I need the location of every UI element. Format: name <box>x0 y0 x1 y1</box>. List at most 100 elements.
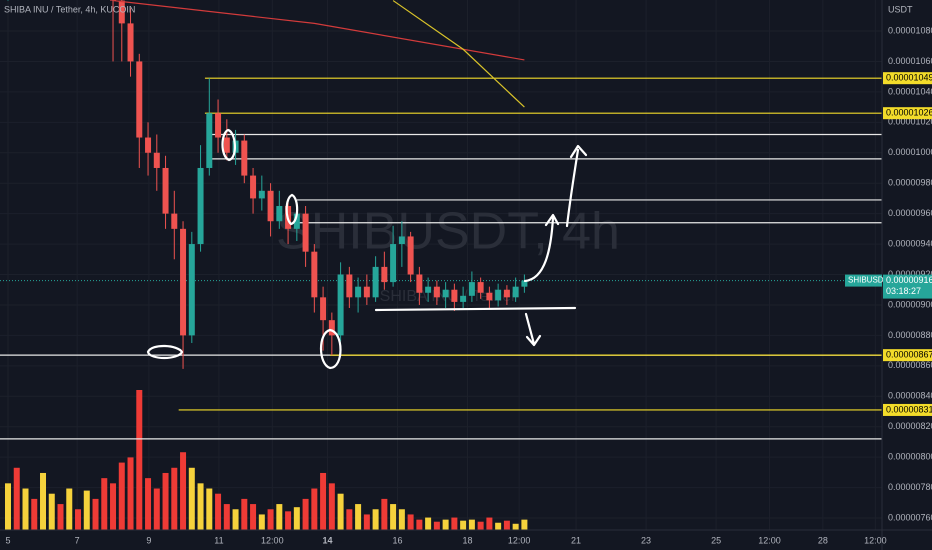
candle-body <box>241 140 248 176</box>
candle-body <box>363 286 370 298</box>
symbol-label: SHIBUSDT <box>848 276 889 285</box>
candle-body <box>346 274 353 298</box>
volume-bar <box>276 504 283 530</box>
volume-bar <box>92 498 99 530</box>
arrow <box>524 312 542 347</box>
support-line <box>374 306 577 312</box>
volume-bar <box>372 509 379 530</box>
volume-bar <box>101 478 108 530</box>
candle-body <box>267 190 274 222</box>
levels <box>0 77 882 440</box>
candle-body <box>495 289 502 301</box>
volume-bar <box>337 493 344 530</box>
x-tick-label: 9 <box>146 535 151 545</box>
candle-body <box>118 0 125 24</box>
moving-average <box>112 0 525 61</box>
candle-body <box>355 286 362 298</box>
candle-body <box>162 167 169 214</box>
circle <box>285 193 299 226</box>
volume-bar <box>13 467 20 530</box>
volume-bar <box>293 507 300 530</box>
candle-body <box>390 244 397 283</box>
volume-bar <box>215 493 222 530</box>
volume-bar <box>48 493 55 530</box>
x-tick-label: 5 <box>5 535 10 545</box>
candle-body <box>442 289 449 298</box>
candle-body <box>197 167 204 245</box>
volume-bar <box>223 504 230 530</box>
volume-bar <box>110 483 117 530</box>
countdown-label: 03:18:27 <box>886 286 921 296</box>
candle-body <box>215 113 222 138</box>
volume-bar <box>425 517 432 530</box>
volume-bar <box>460 520 467 530</box>
volume-bar <box>433 521 440 530</box>
volume-bar <box>206 488 213 530</box>
x-tick-label: 14 <box>322 535 332 545</box>
level-tag <box>883 403 932 416</box>
volume-bar <box>346 509 353 530</box>
x-tick-label: 25 <box>711 535 721 545</box>
y-tick-label: 0.00000980 <box>888 178 932 188</box>
candle-body <box>503 289 510 298</box>
x-tick-label: 23 <box>641 535 651 545</box>
candle-body <box>127 23 134 62</box>
volume-bar <box>390 504 397 530</box>
y-tick-label: 0.00000920 <box>888 269 932 279</box>
volume-bar <box>311 488 318 530</box>
volume-bar <box>477 521 484 530</box>
x-tick-label: 12:00 <box>261 535 284 545</box>
axes: 0.00001080 0.00001060 0.00001040 0.00001020… <box>5 25 932 545</box>
y-tick-label: 0.00001040 <box>888 86 932 96</box>
candle-body <box>206 113 213 168</box>
x-tick-label: 12:00 <box>758 535 781 545</box>
y-tick-label: 0.00000820 <box>888 421 932 431</box>
candle-body <box>188 244 195 336</box>
candle-body <box>425 286 432 293</box>
volume-bar <box>153 488 160 530</box>
volume-bar <box>320 472 327 530</box>
volume-bar <box>468 519 475 530</box>
moving-average <box>392 0 525 108</box>
volume-bar <box>127 457 134 530</box>
level-tag <box>883 107 932 120</box>
y-tick-label: 0.00000940 <box>888 238 932 248</box>
candle-body <box>468 282 475 296</box>
volume-bar <box>381 498 388 530</box>
candle-body <box>372 266 379 298</box>
candle-body <box>521 280 528 287</box>
moving-averages <box>112 0 525 108</box>
candle-body <box>110 0 117 1</box>
candle-body <box>433 286 440 298</box>
x-tick-label: 28 <box>818 535 828 545</box>
volume-bar <box>75 509 82 530</box>
candle-body <box>276 206 283 222</box>
x-tick-label: 12:00 <box>864 535 887 545</box>
volume-bar <box>197 483 204 530</box>
volume-bar <box>258 514 265 530</box>
volume-bar <box>5 483 11 530</box>
level-label: 0.00000867 <box>886 350 932 360</box>
x-tick-label: 18 <box>462 535 472 545</box>
volume-bar <box>83 490 90 530</box>
watermark: SHIBUSDT, 4h <box>276 203 620 261</box>
volume-bar <box>398 509 405 530</box>
circle <box>146 344 184 360</box>
x-tick-label: 12:00 <box>508 535 531 545</box>
volume-bar <box>241 498 248 530</box>
y-tick-label: 0.00000840 <box>888 391 932 401</box>
level-label: 0.00000831 <box>886 404 932 414</box>
volume-bar <box>40 472 47 530</box>
grid <box>0 0 882 530</box>
circle <box>221 128 236 162</box>
candle-body <box>328 320 335 336</box>
hand-drawings <box>146 128 588 370</box>
volume-bar <box>495 522 502 530</box>
volume-bar <box>407 514 414 530</box>
candle-body <box>512 286 519 298</box>
volume-bar <box>22 488 29 530</box>
volume-bar <box>267 509 274 530</box>
axis-unit: USDT <box>888 4 913 14</box>
volume-bar <box>66 488 73 530</box>
